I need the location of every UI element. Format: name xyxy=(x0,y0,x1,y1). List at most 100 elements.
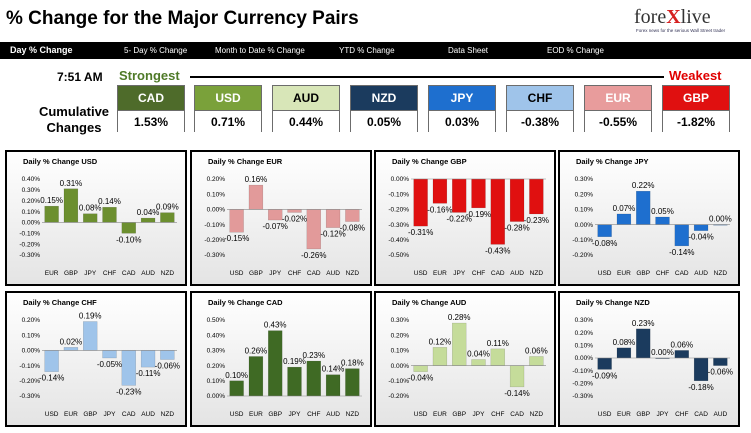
tab-data-sheet[interactable]: Data Sheet xyxy=(448,46,489,55)
bar-aud xyxy=(509,178,525,222)
bar-eur xyxy=(248,356,264,397)
currency-cumulative-value: 0.44% xyxy=(273,110,339,132)
data-label: 0.22% xyxy=(632,181,655,190)
y-tick-label: -0.20% xyxy=(572,381,593,388)
forexlive-logo[interactable]: foreXlive Forex news for the serious Wal… xyxy=(634,6,734,38)
currency-box-gbp: GBP -1.82% xyxy=(662,85,730,132)
bar-chf xyxy=(287,209,302,213)
data-label: -0.23% xyxy=(524,216,549,225)
data-label: 0.08% xyxy=(79,204,102,213)
x-tick-label: NZD xyxy=(161,411,175,418)
chart-panel-aud: Daily % Change AUD -0.20% -0.10% 0.00% 0.10%… xyxy=(374,291,556,427)
currency-cumulative-value: 0.05% xyxy=(351,110,417,132)
tab-eod-change[interactable]: EOD % Change xyxy=(547,46,604,55)
x-tick-label: EUR xyxy=(433,411,447,418)
x-tick-label: CHF xyxy=(288,270,301,277)
currency-name: GBP xyxy=(663,86,729,110)
x-tick-label: CAD xyxy=(675,270,689,277)
chart-title: Daily % Change EUR xyxy=(208,157,283,166)
data-label: 0.11% xyxy=(487,339,509,348)
bar-cad xyxy=(121,350,136,386)
x-tick-label: CHF xyxy=(675,411,688,418)
bar-chart-cad: Daily % Change CAD0.00%0.10%0.20%0.30%0.… xyxy=(192,293,370,425)
bar-usd xyxy=(413,365,428,372)
y-tick-label: -0.10% xyxy=(572,237,593,244)
data-label: 0.43% xyxy=(264,321,287,330)
x-tick-label: EUR xyxy=(45,270,59,277)
data-label: -0.28% xyxy=(504,224,529,233)
data-label: -0.04% xyxy=(408,374,433,383)
chart-background xyxy=(560,293,738,425)
data-label: -0.02% xyxy=(282,214,307,223)
data-label: -0.08% xyxy=(340,224,365,233)
bar-gbp xyxy=(63,188,79,223)
data-label: 0.19% xyxy=(283,357,306,366)
tab-bar: Day % Change 5- Day % Change Month to Da… xyxy=(0,42,751,59)
y-tick-label: 0.20% xyxy=(22,198,41,205)
chart-panel-cad: Daily % Change CAD 0.00% 0.10% 0.20% 0.30% 0.… xyxy=(190,291,372,427)
y-tick-label: 0.20% xyxy=(575,330,594,337)
y-tick-label: -0.30% xyxy=(19,393,40,400)
x-tick-label: JPY xyxy=(84,270,97,277)
bar-nzd xyxy=(345,368,360,397)
bar-eur xyxy=(616,347,632,359)
x-tick-label: EUR xyxy=(617,270,631,277)
data-label: -0.16% xyxy=(427,205,452,214)
x-tick-label: NZD xyxy=(346,411,360,418)
tab-month-to-date-change[interactable]: Month to Date % Change xyxy=(215,46,305,55)
data-label: 0.12% xyxy=(429,337,452,346)
data-label: -0.43% xyxy=(485,246,510,255)
y-tick-label: 0.20% xyxy=(207,363,226,370)
currency-box-jpy: JPY 0.03% xyxy=(428,85,496,132)
y-tick-label: 0.20% xyxy=(207,176,226,183)
data-label: -0.07% xyxy=(263,222,288,231)
chart-panel-nzd: Daily % Change NZD -0.30% -0.20% -0.10% 0.00… xyxy=(558,291,740,427)
currency-name: USD xyxy=(195,86,261,110)
chart-title: Daily % Change JPY xyxy=(576,157,649,166)
x-tick-label: EUR xyxy=(617,411,631,418)
logo-tagline: Forex news for the serious Wall Street t… xyxy=(636,28,726,33)
bar-jpy xyxy=(83,213,98,223)
data-label: 0.14% xyxy=(98,197,121,206)
currency-box-eur: EUR -0.55% xyxy=(584,85,652,132)
cumulative-changes-label: Cumulative Changes xyxy=(38,104,110,135)
currency-name: JPY xyxy=(429,86,495,110)
bar-gbp xyxy=(268,330,283,397)
data-label: -0.19% xyxy=(466,210,491,219)
x-tick-label: GBP xyxy=(64,270,78,277)
bar-aud xyxy=(325,209,341,228)
data-label: 0.16% xyxy=(245,175,268,184)
bar-usd xyxy=(229,380,244,397)
data-label: -0.05% xyxy=(97,360,122,369)
x-tick-label: GBP xyxy=(636,411,650,418)
chart-title: Daily % Change USD xyxy=(23,157,98,166)
page-title: % Change for the Major Currency Pairs xyxy=(6,8,359,29)
y-tick-label: -0.30% xyxy=(19,252,40,259)
bar-nzd xyxy=(529,356,544,366)
x-tick-label: CHF xyxy=(656,270,669,277)
currency-name: CAD xyxy=(118,86,184,110)
bar-chart-gbp: Daily % Change GBP -0.50% -0.40% -0.30% -0.2… xyxy=(376,152,554,284)
currency-cumulative-value: 0.71% xyxy=(195,110,261,132)
tab-5-day-change[interactable]: 5- Day % Change xyxy=(124,46,188,55)
y-tick-label: 0.50% xyxy=(207,317,226,324)
y-tick-label: 0.30% xyxy=(575,176,594,183)
tab-day-change[interactable]: Day % Change xyxy=(10,45,73,55)
bar-chart-chf: Daily % Change CHF -0.30% -0.20% -0.10% 0.00… xyxy=(7,293,185,425)
x-tick-label: EUR xyxy=(64,411,78,418)
data-label: -0.14% xyxy=(504,389,529,398)
chart-title: Daily % Change CHF xyxy=(23,298,97,307)
y-tick-label: 0.00% xyxy=(575,222,594,229)
currency-box-nzd: NZD 0.05% xyxy=(350,85,418,132)
bar-nzd xyxy=(160,212,175,223)
x-tick-label: CAD xyxy=(491,270,505,277)
tab-ytd-change[interactable]: YTD % Change xyxy=(339,46,395,55)
x-tick-label: AUD xyxy=(326,270,340,277)
currency-cumulative-value: -0.55% xyxy=(585,110,651,132)
x-tick-label: CAD xyxy=(122,411,136,418)
x-tick-label: NZD xyxy=(714,270,728,277)
data-label: 0.00% xyxy=(709,215,732,224)
bar-aud xyxy=(140,217,156,223)
chart-panel-usd: Daily % Change USD -0.30% -0.20% -0.10% 0.00… xyxy=(5,150,187,286)
data-label: 0.04% xyxy=(467,350,490,359)
